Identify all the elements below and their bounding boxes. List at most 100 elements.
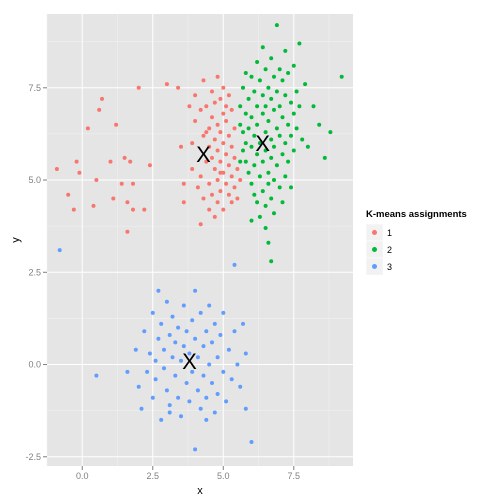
data-point-cluster-2	[249, 74, 254, 79]
x-tick-label: 2.5	[147, 471, 160, 481]
data-point-cluster-1	[195, 185, 200, 190]
data-point-cluster-2	[283, 93, 288, 98]
data-point-cluster-1	[198, 174, 203, 179]
data-point-cluster-2	[255, 104, 260, 109]
x-axis-title: x	[197, 485, 203, 497]
data-point-cluster-2	[291, 148, 296, 153]
data-point-cluster-2	[272, 178, 276, 182]
data-point-cluster-3	[193, 447, 198, 452]
data-point-cluster-1	[54, 167, 59, 171]
data-point-cluster-1	[229, 107, 234, 112]
legend-label-3: 3	[387, 262, 392, 272]
data-point-cluster-1	[215, 122, 220, 127]
data-point-cluster-1	[111, 196, 116, 201]
data-point-cluster-2	[339, 74, 344, 79]
data-point-cluster-1	[207, 126, 212, 131]
data-point-cluster-3	[193, 336, 198, 341]
data-point-cluster-3	[218, 333, 223, 337]
data-point-cluster-3	[170, 314, 175, 319]
data-point-cluster-2	[246, 170, 251, 175]
data-point-cluster-1	[226, 163, 231, 168]
data-point-cluster-1	[221, 207, 226, 212]
data-point-cluster-2	[300, 137, 305, 142]
data-point-cluster-1	[221, 111, 226, 116]
data-point-cluster-3	[204, 417, 209, 422]
x-axis-ticks: 0.0 2.5 5.0 7.5	[76, 466, 300, 481]
data-point-cluster-3	[195, 388, 200, 393]
data-point-cluster-2	[243, 159, 248, 164]
data-point-cluster-3	[147, 351, 152, 356]
data-point-cluster-2	[263, 203, 268, 208]
data-point-cluster-1	[207, 181, 212, 186]
data-point-cluster-2	[266, 85, 271, 90]
data-point-cluster-3	[176, 395, 181, 400]
data-point-cluster-2	[283, 174, 288, 179]
data-point-cluster-1	[238, 178, 243, 182]
data-point-cluster-1	[235, 196, 240, 201]
data-point-cluster-1	[193, 93, 198, 98]
data-point-cluster-2	[280, 78, 285, 83]
data-point-cluster-3	[162, 366, 166, 371]
data-point-cluster-3	[221, 369, 226, 374]
data-point-cluster-2	[266, 119, 271, 123]
data-point-cluster-2	[263, 226, 268, 230]
data-point-cluster-2	[269, 56, 274, 61]
data-point-cluster-2	[243, 141, 248, 146]
legend-label-1: 1	[387, 228, 392, 238]
data-point-cluster-1	[218, 189, 223, 194]
data-point-cluster-2	[277, 104, 282, 109]
data-point-cluster-2	[280, 200, 285, 205]
data-point-cluster-2	[274, 23, 279, 28]
data-point-cluster-1	[125, 229, 130, 234]
data-point-cluster-2	[269, 137, 274, 142]
data-point-cluster-3	[167, 410, 172, 415]
data-point-cluster-2	[277, 133, 282, 138]
data-point-cluster-2	[277, 67, 282, 72]
x-tick-label: 7.5	[288, 471, 301, 481]
data-point-cluster-3	[229, 377, 234, 382]
data-point-cluster-2	[249, 181, 254, 186]
data-point-cluster-2	[274, 89, 279, 94]
data-point-cluster-1	[85, 126, 90, 131]
data-point-cluster-1	[181, 200, 186, 205]
data-point-cluster-2	[238, 104, 243, 109]
data-point-cluster-2	[252, 133, 257, 138]
data-point-cluster-2	[272, 74, 276, 79]
data-point-cluster-3	[243, 406, 248, 411]
legend-swatch-3	[372, 264, 377, 269]
data-point-cluster-1	[204, 159, 209, 164]
data-point-cluster-1	[190, 141, 195, 146]
legend-label-2: 2	[387, 245, 392, 255]
data-point-cluster-1	[215, 200, 220, 205]
data-point-cluster-3	[150, 395, 155, 400]
data-point-cluster-2	[249, 144, 254, 149]
data-point-cluster-1	[190, 167, 195, 171]
data-point-cluster-1	[66, 192, 71, 197]
data-point-cluster-3	[235, 362, 240, 367]
centroid-markers: X X X	[182, 131, 270, 374]
data-point-cluster-3	[133, 347, 138, 352]
data-point-cluster-3	[204, 329, 209, 334]
data-point-cluster-3	[190, 369, 195, 374]
data-point-cluster-1	[215, 178, 220, 182]
data-point-cluster-3	[201, 344, 206, 349]
data-point-cluster-1	[212, 137, 217, 142]
data-point-cluster-2	[272, 211, 276, 216]
data-point-cluster-1	[212, 214, 217, 219]
data-point-cluster-1	[207, 144, 212, 149]
data-point-cluster-2	[289, 133, 293, 138]
data-point-cluster-2	[274, 126, 279, 131]
data-point-cluster-1	[198, 222, 203, 227]
legend: K-means assignments 1 2 3	[365, 209, 467, 276]
data-point-cluster-3	[207, 362, 212, 367]
data-point-cluster-1	[210, 155, 214, 160]
y-tick-label: 5.0	[28, 175, 41, 185]
legend-title: K-means assignments	[366, 209, 467, 220]
data-point-cluster-2	[243, 111, 248, 116]
data-point-cluster-3	[125, 369, 130, 374]
data-point-cluster-3	[193, 288, 198, 293]
data-point-cluster-2	[260, 159, 265, 164]
data-point-cluster-2	[241, 85, 245, 90]
data-point-cluster-1	[226, 93, 231, 98]
data-point-cluster-1	[212, 100, 217, 105]
